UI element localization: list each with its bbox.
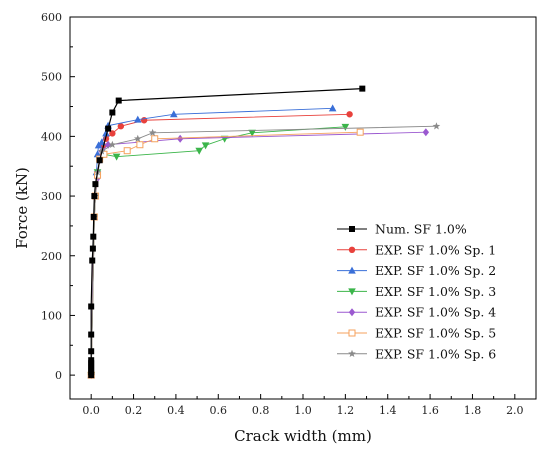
data-point [117, 123, 125, 130]
y-tick-label: 200 [41, 250, 62, 263]
x-tick-label: 0.6 [210, 404, 228, 417]
data-point [89, 245, 96, 252]
data-point [91, 193, 98, 200]
legend-item: EXP. SF 1.0% Sp. 1 [337, 242, 496, 257]
x-tick-label: 2.0 [506, 404, 524, 417]
legend-item: EXP. SF 1.0% Sp. 3 [337, 284, 496, 299]
series-line [90, 88, 363, 376]
data-point [88, 357, 95, 364]
data-point [133, 115, 142, 123]
series-1 [88, 85, 366, 379]
legend-marker [348, 288, 356, 296]
legend-marker [348, 308, 356, 317]
data-point [108, 140, 117, 148]
legend-label: EXP. SF 1.0% Sp. 2 [375, 263, 496, 278]
legend-marker [348, 266, 356, 274]
data-point [102, 129, 110, 137]
x-tick-label: 0.8 [252, 404, 270, 417]
data-point [432, 122, 441, 130]
data-point [105, 125, 112, 132]
legend-marker [348, 329, 356, 337]
series-line [90, 126, 346, 376]
legend: Num. SF 1.0% EXP. SF 1.0% Sp. 1 EXP. SF 1.… [337, 222, 496, 361]
y-tick-label: 400 [41, 130, 62, 143]
y-axis-title: Force (kN) [13, 167, 31, 249]
data-point [136, 141, 144, 149]
data-point [201, 142, 210, 150]
x-tick-label: 1.6 [421, 404, 439, 417]
data-point [356, 128, 364, 136]
legend-label: EXP. SF 1.0% Sp. 3 [375, 284, 496, 299]
y-tick-label: 100 [41, 309, 62, 322]
data-point [176, 134, 184, 143]
data-point [88, 303, 95, 310]
legend-item: EXP. SF 1.0% Sp. 6 [337, 346, 496, 361]
data-point [89, 257, 96, 264]
legend-label: EXP. SF 1.0% Sp. 6 [375, 346, 496, 361]
series-line [90, 131, 361, 376]
y-tick-label: 300 [41, 190, 62, 203]
data-point [346, 111, 353, 118]
x-tick-label: 0.0 [82, 404, 100, 417]
legend-label: Num. SF 1.0% [375, 222, 467, 237]
data-point [90, 233, 97, 240]
data-point [195, 147, 204, 155]
data-point [115, 97, 122, 104]
legend-label: EXP. SF 1.0% Sp. 1 [375, 242, 496, 257]
axis-ticks: 0.0 0.2 0.4 0.6 0.8 1.0 1.2 1.4 1.6 1.8 2.0 0 100 200… [41, 11, 524, 417]
data-point [359, 85, 366, 92]
y-tick-label: 600 [41, 11, 62, 24]
x-tick-label: 1.0 [294, 404, 312, 417]
legend-marker [348, 246, 356, 253]
legend-label: EXP. SF 1.0% Sp. 4 [375, 305, 496, 320]
series-3 [87, 104, 337, 379]
data-point [328, 104, 337, 112]
data-point [109, 109, 116, 116]
data-point [123, 147, 131, 155]
data-point [109, 130, 116, 137]
data-point [422, 128, 430, 137]
x-axis-title: Crack width (mm) [234, 427, 372, 445]
x-tick-label: 0.4 [167, 404, 185, 417]
legend-marker [348, 349, 356, 358]
data-point [93, 150, 102, 158]
legend-item: Num. SF 1.0% [337, 222, 467, 237]
y-tick-label: 500 [41, 71, 62, 84]
x-tick-label: 1.4 [379, 404, 397, 417]
x-tick-label: 0.2 [125, 404, 143, 417]
legend-item: EXP. SF 1.0% Sp. 4 [337, 305, 496, 320]
x-tick-label: 1.2 [337, 404, 355, 417]
series-4 [87, 123, 350, 380]
legend-item: EXP. SF 1.0% Sp. 2 [337, 263, 496, 278]
data-point [90, 213, 97, 220]
data-point [96, 157, 103, 164]
plot-frame [69, 16, 537, 400]
data-point [248, 129, 256, 137]
x-tick-label: 1.8 [464, 404, 482, 417]
data-point [133, 134, 142, 142]
data-point [88, 331, 95, 338]
series-layer [87, 85, 441, 380]
data-point [92, 181, 99, 188]
legend-marker [349, 226, 355, 232]
y-tick-label: 0 [55, 369, 62, 382]
data-point [112, 153, 121, 161]
series-6 [87, 128, 364, 379]
legend-label: EXP. SF 1.0% Sp. 5 [375, 326, 496, 341]
legend-item: EXP. SF 1.0% Sp. 5 [337, 326, 496, 341]
data-point [169, 110, 178, 118]
data-point [151, 135, 159, 143]
data-point [341, 123, 350, 131]
data-point [148, 128, 157, 137]
data-point [88, 348, 95, 355]
